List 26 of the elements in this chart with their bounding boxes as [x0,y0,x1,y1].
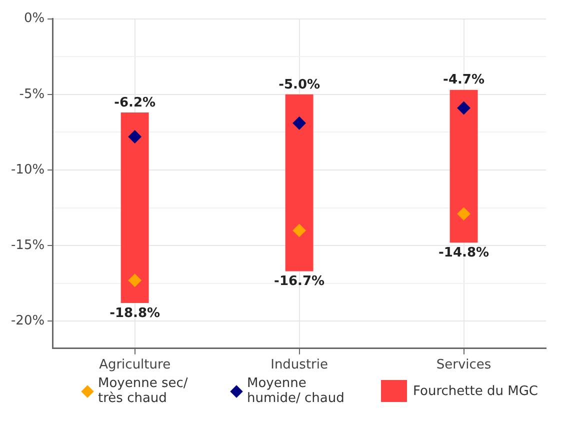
point [292,116,306,130]
x-tick-label: Industrie [270,358,328,373]
y-tick-label: -20% [10,314,45,329]
annotation: -16.7% [274,274,325,290]
x-tick-label: Agriculture [99,358,171,373]
bar [285,94,314,272]
point [128,130,142,144]
point [292,224,306,237]
annotation: -14.8% [438,245,490,260]
y-tick-label: -10% [10,162,45,178]
legend-label: Moyenne sec/ très chaud [98,376,189,406]
annotation: -6.2% [114,95,156,110]
x-tick-label: Services [436,358,492,373]
annotation: -4.7% [443,72,484,88]
point [128,274,142,287]
point [457,207,470,220]
legend-label: Moyenne humide/ chaud [247,376,346,406]
bar [120,112,149,304]
annotation: -5.0% [278,77,320,92]
legend-label: Fourchette du MGC [413,384,538,398]
y-tick-label: 0% [24,11,45,26]
y-tick-label: -15% [10,238,45,253]
annotation: -18.8% [110,306,160,321]
y-tick-label: -5% [19,86,45,102]
point [457,102,470,115]
bar [450,90,478,243]
